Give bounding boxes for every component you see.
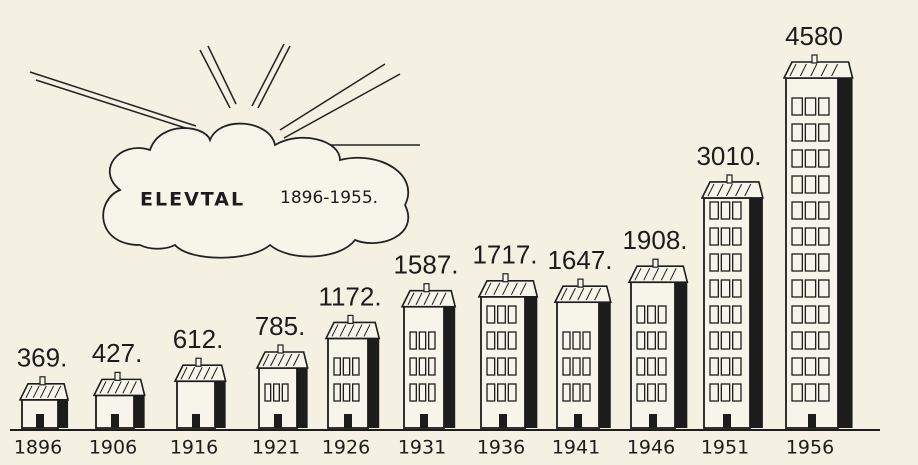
door	[420, 414, 428, 428]
chart: ELEVTAL 1896-1955. 369. 1896 427. 1906 612. 1…	[0, 0, 918, 465]
chimney	[40, 377, 45, 385]
value-label: 785.	[255, 311, 306, 341]
value-label: 4580	[785, 21, 843, 51]
roof	[257, 352, 308, 368]
building	[402, 284, 455, 428]
chimney	[727, 175, 732, 183]
door	[723, 414, 731, 428]
value-label: 1717.	[472, 240, 537, 270]
door	[499, 414, 507, 428]
building-side	[58, 400, 68, 428]
building-side	[675, 282, 687, 428]
building-side	[368, 338, 379, 428]
roof	[402, 291, 455, 307]
x-tick-label: 1941	[552, 437, 600, 459]
roof	[555, 286, 611, 302]
building	[326, 315, 379, 428]
value-label: 369.	[17, 343, 68, 373]
value-label: 427.	[92, 338, 143, 368]
x-tick-label: 1921	[252, 437, 300, 459]
building	[94, 372, 145, 428]
x-tick-label: 1946	[627, 437, 675, 459]
building-side	[215, 381, 226, 428]
chimney	[115, 372, 120, 380]
x-tick-label: 1926	[322, 437, 370, 459]
x-tick-label: 1956	[786, 437, 834, 459]
door	[192, 414, 200, 428]
building-side	[750, 198, 763, 428]
x-tick-label: 1931	[398, 437, 446, 459]
door	[274, 414, 282, 428]
roof	[94, 379, 145, 395]
building	[479, 274, 537, 428]
value-label: 1908.	[622, 225, 687, 255]
door	[36, 414, 44, 428]
x-tick-label: 1916	[170, 437, 218, 459]
roof	[175, 365, 226, 381]
door	[574, 414, 582, 428]
chimney	[348, 315, 353, 323]
building	[257, 345, 308, 428]
roof	[784, 62, 853, 78]
roof	[326, 322, 379, 338]
value-label: 1172.	[318, 281, 381, 311]
chimney	[503, 274, 508, 282]
building	[784, 55, 853, 428]
door	[111, 414, 119, 428]
building-side	[134, 395, 145, 428]
value-label: 3010.	[696, 141, 761, 171]
x-tick-label: 1896	[14, 437, 62, 459]
door	[649, 414, 657, 428]
chart-subtitle: 1896-1955.	[280, 188, 378, 208]
door	[808, 414, 816, 428]
door	[344, 414, 352, 428]
value-label: 612.	[173, 324, 224, 354]
chimney	[812, 55, 817, 63]
chimney	[278, 345, 283, 353]
building-side	[444, 307, 455, 428]
building	[555, 279, 611, 428]
building	[704, 198, 750, 428]
building-side	[525, 297, 537, 428]
building	[631, 282, 675, 428]
building-side	[599, 302, 611, 428]
x-tick-label: 1906	[89, 437, 137, 459]
building-side	[297, 368, 308, 428]
building	[175, 358, 226, 428]
chimney	[653, 259, 658, 267]
x-tick-label: 1951	[701, 437, 749, 459]
building	[20, 377, 68, 428]
building	[702, 175, 763, 428]
chimney	[578, 279, 583, 287]
value-label: 1647.	[547, 245, 612, 275]
x-tick-label: 1936	[477, 437, 525, 459]
chimney	[196, 358, 201, 366]
chart-title: ELEVTAL	[140, 189, 245, 211]
building-side	[838, 78, 853, 428]
value-label: 1587.	[393, 250, 458, 280]
chimney	[424, 284, 429, 292]
building	[629, 259, 687, 428]
